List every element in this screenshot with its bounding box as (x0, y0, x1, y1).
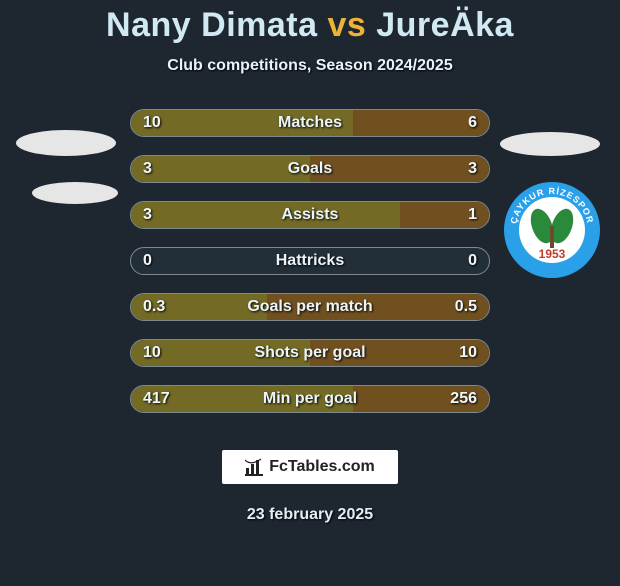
player2-name: JureÄka (376, 6, 514, 44)
crest-placeholder-oval (500, 132, 600, 156)
player1-name: Nany Dimata (106, 6, 317, 44)
vs-label: vs (327, 6, 366, 44)
stat-bar-row: 31Assists (130, 201, 490, 229)
bar-chart-icon (245, 458, 265, 476)
comparison-date: 23 february 2025 (0, 506, 620, 524)
crest-placeholder-oval (16, 130, 116, 156)
crest-placeholder-oval (32, 182, 118, 204)
comparison-title: Nany Dimata vs JureÄka (0, 6, 620, 45)
rizespor-badge-icon: ÇAYKUR RİZESPOR 1953 (502, 180, 602, 280)
stat-label: Goals (131, 156, 489, 182)
stat-label: Assists (131, 202, 489, 228)
player1-crest (12, 128, 108, 224)
subtitle-text: Club competitions, Season 2024/2025 (0, 57, 620, 75)
stat-label: Min per goal (131, 386, 489, 412)
stat-bar-row: 417256Min per goal (130, 385, 490, 413)
stat-label: Hattricks (131, 248, 489, 274)
stat-bar-row: 106Matches (130, 109, 490, 137)
comparison-bar-list: 106Matches 33Goals 31Assists 00Hattricks 0.3… (130, 109, 490, 413)
fctables-watermark: FcTables.com (222, 450, 398, 484)
stat-label: Goals per match (131, 294, 489, 320)
badge-year: 1953 (539, 247, 566, 261)
stat-bar-row: 00Hattricks (130, 247, 490, 275)
stat-label: Matches (131, 110, 489, 136)
stat-bar-row: 33Goals (130, 155, 490, 183)
watermark-text: FcTables.com (269, 458, 375, 476)
stat-bar-row: 1010Shots per goal (130, 339, 490, 367)
player2-crest: ÇAYKUR RİZESPOR 1953 (500, 128, 606, 288)
stat-label: Shots per goal (131, 340, 489, 366)
stat-bar-row: 0.30.5Goals per match (130, 293, 490, 321)
